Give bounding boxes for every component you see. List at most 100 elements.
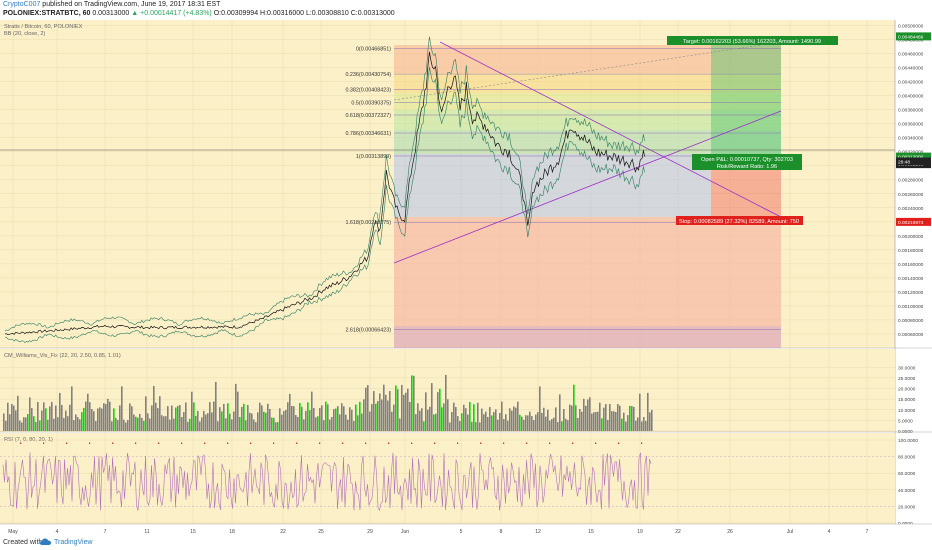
volume-bar <box>429 406 431 431</box>
stop-box <box>676 216 803 225</box>
volume-bar <box>565 418 567 431</box>
rsi-overbought-mark <box>250 442 252 444</box>
time-tick-label: 11 <box>144 529 149 535</box>
volume-bar <box>159 396 161 431</box>
target-dotted-line <box>393 41 782 101</box>
volume-bar <box>333 409 335 431</box>
volume-bar <box>151 405 153 431</box>
volume-bar <box>395 385 397 431</box>
volume-bar <box>99 407 101 431</box>
target-zone <box>711 45 781 154</box>
volume-bar <box>613 411 615 431</box>
volume-bar <box>525 415 527 431</box>
time-tick-label: 29 <box>367 529 373 535</box>
time-tick-label: 22 <box>280 529 286 535</box>
price-badge <box>896 152 931 161</box>
volume-bar <box>113 408 115 431</box>
open-pl-label: Open P&L: 0.00010737, Qty: 302703 <box>701 157 793 163</box>
volume-bar <box>471 421 473 431</box>
rsi-overbought-mark <box>181 442 183 444</box>
volume-bar <box>325 401 327 431</box>
volume-bar <box>487 416 489 431</box>
volume-bar <box>5 420 7 431</box>
volume-bar <box>463 404 465 431</box>
rsi-axis-ticks: 100.000080.000060.000040.000020.00000.00… <box>898 438 918 527</box>
volume-bar <box>139 413 141 431</box>
volume-bar <box>639 393 641 431</box>
volume-bar <box>15 410 17 431</box>
volume-bar <box>305 410 307 431</box>
volume-bar <box>595 411 597 431</box>
volume-bar <box>259 402 261 431</box>
volume-bar <box>373 391 375 431</box>
volume-bar <box>367 385 369 431</box>
rsi-overbought-mark <box>526 442 528 444</box>
volume-bar <box>209 402 211 431</box>
volume-bar <box>465 408 467 431</box>
trading-chart[interactable]: 0(0.00466851) 0.236(0.00430754) 0.382(0.00… <box>0 20 932 537</box>
symbol-line: POLONIEX:STRATBTC, 60 0.00313000 ▲ +0.00… <box>3 10 395 17</box>
volume-bar <box>357 415 359 431</box>
volume-bar <box>631 406 633 431</box>
time-axis <box>0 524 932 537</box>
volume-bar <box>243 403 245 431</box>
volume-bar <box>155 402 157 431</box>
volume-bar <box>637 417 639 431</box>
volume-bar <box>407 388 409 431</box>
volume-bar <box>57 417 59 431</box>
volume-bar <box>191 391 193 431</box>
author-link[interactable]: CryptoC007 <box>3 1 41 8</box>
rsi-overbought-mark <box>618 442 620 444</box>
rsi-overbought-mark <box>549 442 551 444</box>
volume-bar <box>67 416 69 431</box>
volume-bar <box>141 417 143 431</box>
volume-bar <box>425 392 427 431</box>
price-tick-label: 0.00260000 <box>898 192 924 198</box>
volume-bar <box>609 404 611 431</box>
volume-bar <box>215 381 217 431</box>
volume-bar <box>273 417 275 431</box>
volume-bar <box>19 420 21 431</box>
volume-bar <box>203 410 205 431</box>
volume-bar <box>485 411 487 431</box>
volume-bar <box>301 406 303 431</box>
bb-lower-line <box>4 66 645 344</box>
footer: Created with TradingView <box>0 537 932 550</box>
volume-bar <box>503 419 505 431</box>
volume-bar <box>95 421 97 431</box>
volume-tick-label: 5.0000 <box>898 418 913 424</box>
volume-bar <box>531 416 533 431</box>
volume-bar <box>171 405 173 431</box>
tradingview-link[interactable]: TradingView <box>54 539 93 546</box>
volume-bar <box>459 421 461 431</box>
volume-bar <box>341 403 343 431</box>
target-label: Target: 0.00162203 (53.66%) 162203, Amou… <box>683 39 821 45</box>
volume-bar <box>319 408 321 431</box>
price-tick-label: 0.00340000 <box>898 136 924 142</box>
volume-bar <box>225 418 227 431</box>
volume-bar <box>553 417 555 431</box>
volume-bar <box>77 417 79 431</box>
volume-bar <box>433 414 435 431</box>
ohlc-values: O:0.00309994 H:0.00316000 L:0.00308810 C… <box>211 10 395 17</box>
volume-bar <box>227 403 229 431</box>
volume-bar <box>195 415 197 431</box>
volume-bar <box>181 417 183 431</box>
volume-bar <box>533 420 535 431</box>
volume-bar <box>177 405 179 431</box>
price-tick-label: 0.00140000 <box>898 276 924 282</box>
volume-bar <box>265 412 267 431</box>
volume-bar <box>547 409 549 431</box>
time-tick-label: 8 <box>500 529 503 535</box>
volume-bar <box>523 419 525 431</box>
volume-bar <box>105 403 107 431</box>
volume-bar <box>643 417 645 431</box>
volume-bar <box>233 411 235 431</box>
volume-bar <box>383 384 385 431</box>
volume-tick-label: 15.0000 <box>898 397 916 403</box>
rsi-tick-label: 100.0000 <box>898 438 918 444</box>
price-tick-label: 0.00420000 <box>898 80 924 86</box>
volume-bar <box>175 407 177 431</box>
volume-bar <box>97 408 99 431</box>
time-tick-label: 22 <box>675 529 681 535</box>
